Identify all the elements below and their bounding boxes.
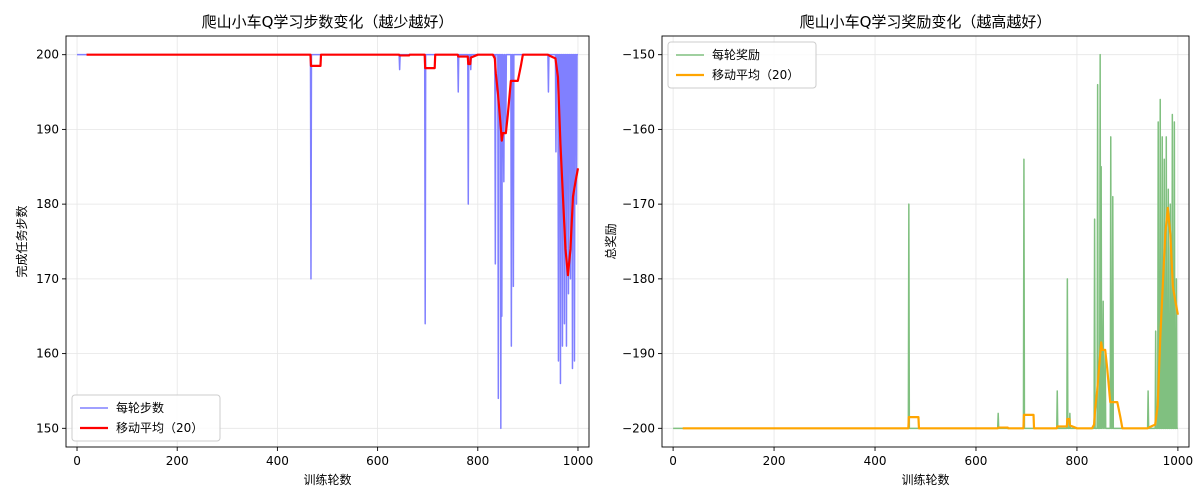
plot-frame: [661, 35, 1190, 448]
x-tick-label: 0: [669, 454, 677, 468]
series-line-1: [77, 53, 578, 430]
x-tick-label: 1000: [1163, 454, 1194, 468]
series-group: [673, 53, 1179, 430]
y-axis-label: 完成任务步数: [14, 205, 29, 277]
x-tick-label: 800: [1065, 454, 1088, 468]
x-tick-label: 200: [763, 454, 786, 468]
series-line-2: [86, 53, 580, 277]
series-group: [77, 53, 580, 430]
chart-title: 爬山小车Q学习步数变化（越少越好）: [202, 13, 454, 31]
legend-label: 每轮步数: [116, 400, 164, 415]
x-tick-label: 400: [266, 454, 289, 468]
y-axis-label: 总奖励: [604, 223, 618, 259]
y-tick-label: 150: [36, 421, 59, 435]
y-tick-label: 160: [36, 347, 59, 361]
y-tick-label: −180: [622, 272, 655, 286]
legend-box: [71, 394, 221, 442]
legend-label: 每轮奖励: [712, 47, 760, 62]
x-tick-label: 1000: [563, 454, 594, 468]
chart-panel-2: 0 200 400 600 800 1000 −150 −160 −170 −180 −190 −20…: [604, 13, 1193, 487]
plot-frame: [65, 35, 590, 448]
y-tick-label: −170: [622, 197, 655, 211]
legend-box: [667, 41, 817, 89]
y-tick-label: 190: [36, 122, 59, 136]
x-tick-label: 400: [864, 454, 887, 468]
chart-panel-1: 0 200 400 600 800 1000 150 160 170 180 190 200 爬山小车Q…: [14, 13, 593, 487]
x-tick-label: 800: [466, 454, 489, 468]
x-axis-label: 训练轮数: [303, 472, 351, 487]
chart-title: 爬山小车Q学习奖励变化（越高越好）: [800, 13, 1052, 31]
y-tick-label: 170: [36, 272, 59, 286]
x-tick-label: 600: [965, 454, 988, 468]
y-tick-label: −150: [622, 48, 655, 62]
x-tick-label: 200: [166, 454, 189, 468]
x-tick-label: 600: [366, 454, 389, 468]
series-line-1: [673, 53, 1178, 430]
x-tick-label: 0: [73, 454, 81, 468]
legend-label: 移动平均（20）: [712, 68, 799, 82]
y-tick-label: 180: [36, 197, 59, 211]
y-tick-label: −200: [622, 421, 655, 435]
y-tick-label: −190: [622, 347, 655, 361]
y-tick-label: 200: [36, 48, 59, 62]
series-line-2: [682, 206, 1179, 430]
legend-label: 移动平均（20）: [116, 421, 203, 435]
x-axis-label: 训练轮数: [901, 472, 949, 487]
y-tick-label: −160: [622, 122, 655, 136]
